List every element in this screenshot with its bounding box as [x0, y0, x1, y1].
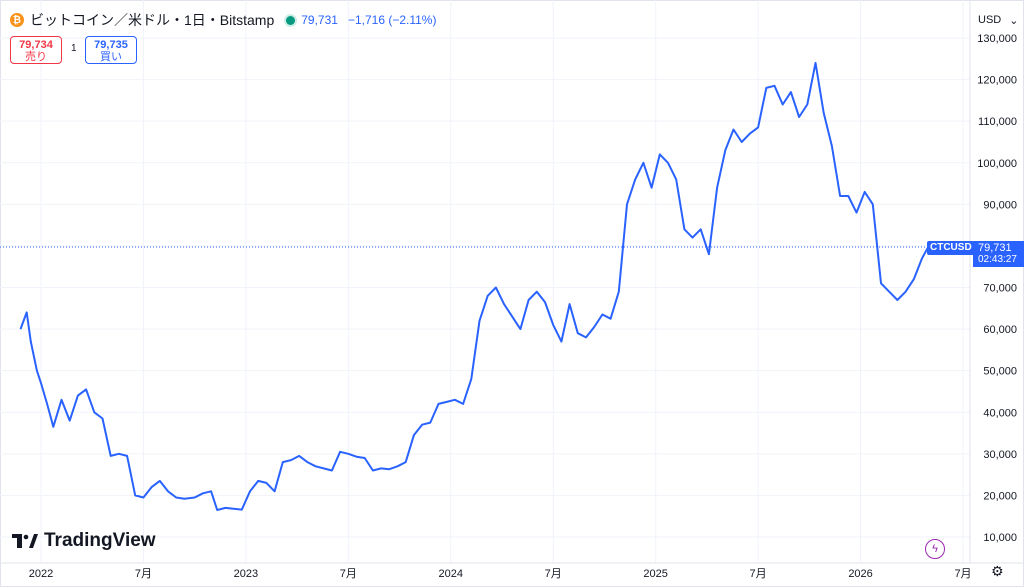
y-tick-label: 30,000 [983, 449, 1017, 461]
y-tick-label: 50,000 [983, 366, 1017, 378]
logo-text: TradingView [44, 530, 156, 551]
x-tick-label: 2023 [234, 568, 258, 580]
buy-price: 79,735 [94, 39, 128, 51]
sell-price: 79,734 [19, 39, 53, 51]
symbol-price-tag: CTCUSD [927, 241, 975, 255]
x-tick-label: 7月 [340, 568, 357, 580]
market-status-icon[interactable] [286, 15, 296, 25]
buy-label: 買い [100, 51, 122, 63]
buy-button[interactable]: 79,735 買い [85, 36, 137, 64]
y-tick-label: 60,000 [983, 324, 1017, 336]
currency-selector[interactable]: USD ⌄ [978, 14, 1018, 27]
y-tick-label: 10,000 [983, 532, 1017, 544]
symbol-header: ₿ ビットコイン／米ドル・1日・Bitstamp 79,731 −1,716 (… [10, 10, 436, 30]
tradingview-logo[interactable]: TradingView [12, 530, 156, 552]
x-tick-label: 2024 [439, 568, 463, 580]
series-line-btcusd [19, 61, 930, 511]
chevron-down-icon: ⌄ [1009, 15, 1019, 27]
x-tick-label: 7月 [545, 568, 562, 580]
y-tick-label: 110,000 [978, 116, 1017, 128]
y-tick-label: 130,000 [977, 33, 1017, 45]
bitcoin-icon: ₿ [10, 13, 24, 27]
y-tick-label: 20,000 [983, 490, 1017, 502]
tradingview-logo-icon [12, 534, 38, 548]
grid [0, 0, 970, 563]
last-price-value: 79,731 [978, 242, 1012, 254]
bar-countdown: 02:43:27 [978, 254, 1017, 265]
x-tick-label: 2026 [848, 568, 872, 580]
y-tick-label: 120,000 [977, 75, 1017, 87]
sell-label: 売り [25, 51, 47, 63]
x-tick-label: 7月 [135, 568, 152, 580]
x-tick-label: 2022 [29, 568, 53, 580]
y-tick-label: 70,000 [983, 283, 1017, 295]
currency-label: USD [978, 14, 1002, 26]
x-tick-label: 7月 [954, 568, 971, 580]
spread-value: 1 [71, 43, 77, 54]
flash-icon[interactable]: ϟ [925, 539, 945, 559]
x-tick-label: 7月 [750, 568, 767, 580]
gear-icon[interactable]: ⚙ [991, 563, 1004, 579]
x-tick-label: 2025 [643, 568, 667, 580]
symbol-title[interactable]: ビットコイン／米ドル・1日・Bitstamp [30, 12, 275, 28]
y-tick-label: 90,000 [983, 199, 1017, 211]
header-change: −1,716 (−2.11%) [347, 13, 437, 27]
header-price: 79,731 [301, 13, 338, 27]
last-price-label: 79,731 02:43:27 [973, 241, 1024, 267]
price-axis[interactable]: 10,000 20,000 30,000 40,000 50,000 60,000 70,0… [977, 33, 1017, 544]
sell-button[interactable]: 79,734 売り [10, 36, 62, 64]
time-axis[interactable]: 2022 7月 2023 7月 2024 7月 2025 7月 2026 7月 [29, 568, 972, 580]
y-tick-label: 40,000 [983, 407, 1017, 419]
y-tick-label: 100,000 [977, 158, 1017, 170]
